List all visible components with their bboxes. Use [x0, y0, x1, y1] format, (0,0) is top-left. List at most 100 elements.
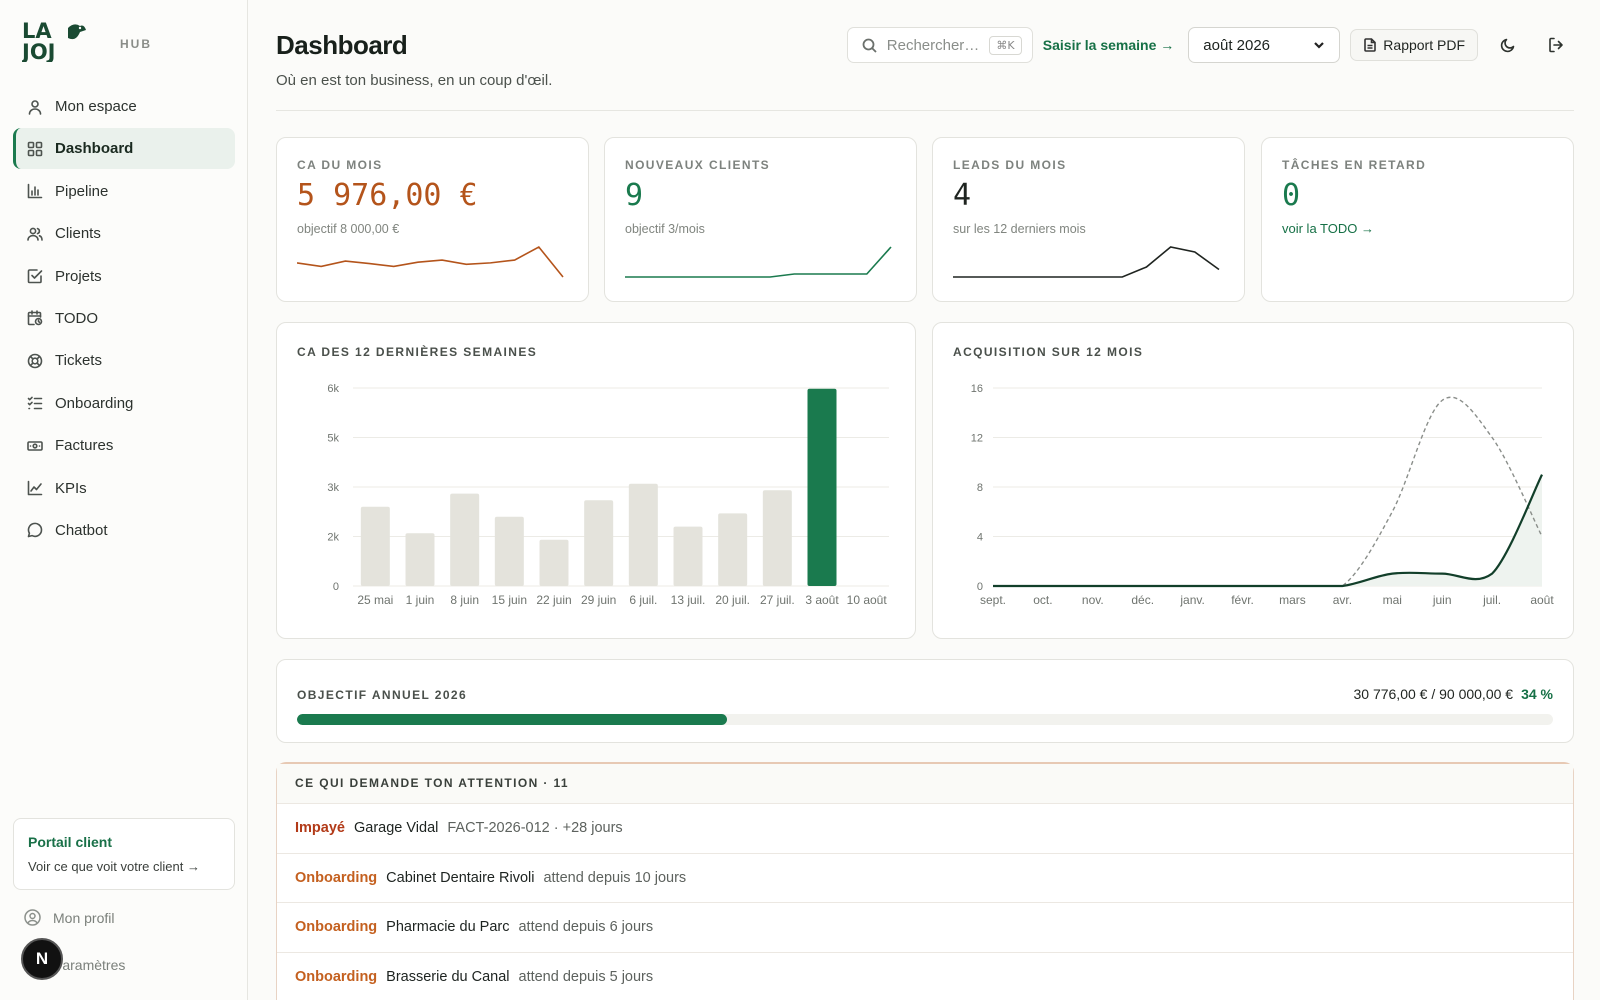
kpi-sparkline: [953, 246, 1220, 278]
bar[interactable]: [628, 483, 658, 586]
pdf-report-button[interactable]: Rapport PDF: [1350, 29, 1478, 61]
sidebar-item-label: Clients: [55, 225, 101, 243]
sidebar-item-clients[interactable]: Clients: [13, 213, 235, 254]
y-tick-label: 0: [333, 581, 339, 593]
sidebar-item-label: Onboarding: [55, 394, 134, 412]
header-actions: Rechercher… ⌘K Saisir la semaine → août …: [846, 27, 1574, 63]
series-line-solid: [993, 474, 1543, 588]
attention-row[interactable]: Onboarding Pharmacie du Parc attend depu…: [277, 903, 1573, 953]
logout-icon: [1549, 37, 1563, 53]
attention-row[interactable]: Onboarding Brasserie du Canal attend dep…: [277, 953, 1573, 1000]
bar[interactable]: [450, 493, 480, 586]
attention-row[interactable]: Onboarding Cabinet Dentaire Rivoli atten…: [277, 854, 1573, 903]
page-title: Dashboard: [276, 30, 408, 60]
file-icon: [1364, 38, 1377, 52]
goal-amount: 30 776,00 € / 90 000,00 €: [1353, 686, 1514, 702]
x-tick-label: 8 juin: [450, 593, 479, 607]
sidebar-item-dashboard[interactable]: Dashboard: [13, 128, 235, 170]
bar[interactable]: [807, 388, 837, 586]
kpi-card-leads[interactable]: LEADS DU MOIS 4 sur les 12 derniers mois: [932, 137, 1245, 302]
kpi-sub: objectif 3/mois: [625, 222, 705, 236]
acquisition-line-chart: 0 4 8 12 16 sept. oct. nov. déc. janv. févr. mars av…: [971, 383, 1555, 607]
attention-meta: attend depuis 5 jours: [518, 968, 654, 985]
y-tick-label: 0: [977, 581, 983, 593]
sidebar-item-chatbot[interactable]: Chatbot: [13, 510, 235, 551]
x-tick-label: juil.: [1482, 593, 1501, 607]
theme-toggle[interactable]: [1490, 27, 1526, 63]
calendar-clock-icon: [27, 310, 43, 326]
sidebar-item-factures[interactable]: Factures: [13, 425, 235, 466]
attention-name: Garage Vidal: [353, 820, 439, 837]
client-portal-card[interactable]: Portail client Voir ce que voit votre cl…: [13, 818, 235, 890]
sidebar-item-projets[interactable]: Projets: [13, 256, 235, 297]
kpi-card-clients[interactable]: NOUVEAUX CLIENTS 9 objectif 3/mois: [604, 137, 917, 302]
brand-logo[interactable]: LA JOJ HUB: [20, 19, 152, 64]
portal-link[interactable]: Voir ce que voit votre client →: [28, 859, 200, 874]
kpi-value: 5 976,00 €: [297, 178, 478, 213]
bar[interactable]: [494, 516, 524, 586]
x-tick-label: avr.: [1333, 593, 1352, 607]
profile-link[interactable]: Mon profil: [24, 909, 114, 926]
bar[interactable]: [360, 506, 390, 586]
x-tick-label: août: [1530, 593, 1554, 607]
sidebar-item-kpis[interactable]: KPIs: [13, 468, 235, 509]
header-divider: [276, 110, 1574, 111]
list-checks-icon: [27, 396, 43, 410]
bar[interactable]: [718, 513, 748, 586]
kpi-value: 9: [625, 178, 644, 213]
attention-meta: attend depuis 10 jours: [543, 869, 687, 886]
month-select[interactable]: août 2026: [1188, 27, 1341, 63]
sidebar-item-tickets[interactable]: Tickets: [13, 340, 235, 381]
sidebar-item-onboarding[interactable]: Onboarding: [13, 383, 235, 424]
attention-meta: FACT-2026-012 · +28 jours: [447, 820, 623, 837]
sidebar-item-todo[interactable]: TODO: [13, 298, 235, 339]
sparkline-series: [297, 245, 564, 278]
bar[interactable]: [405, 533, 435, 586]
bar[interactable]: [673, 526, 703, 586]
search-icon: [862, 38, 877, 53]
sidebar-item-label: Chatbot: [55, 521, 108, 539]
search-input[interactable]: Rechercher… ⌘K: [846, 27, 1033, 63]
goal-percent: 34 %: [1521, 686, 1553, 702]
sidebar-item-mon-espace[interactable]: Mon espace: [13, 86, 235, 127]
svg-text:LA: LA: [22, 20, 52, 43]
chart-title: ACQUISITION SUR 12 MOIS: [953, 345, 1144, 359]
logout-button[interactable]: [1538, 27, 1574, 63]
y-tick-label: 12: [971, 433, 983, 445]
kpi-sparkline: [625, 246, 892, 278]
kpi-card-ca[interactable]: CA DU MOIS 5 976,00 € objectif 8 000,00 …: [276, 137, 589, 302]
annual-goal-card: OBJECTIF ANNUEL 2026 30 776,00 € / 90 00…: [276, 659, 1574, 743]
week-entry-link[interactable]: Saisir la semaine →: [1042, 37, 1175, 53]
bar[interactable]: [584, 500, 614, 586]
attention-meta: attend depuis 6 jours: [518, 919, 654, 936]
x-tick-label: 29 juin: [581, 593, 616, 607]
kpi-card-tasks[interactable]: TÂCHES EN RETARD 0 voir la TODO →: [1261, 137, 1574, 302]
portal-title: Portail client: [28, 834, 113, 850]
bar[interactable]: [762, 490, 792, 586]
kpi-sub: objectif 8 000,00 €: [297, 222, 400, 236]
moon-icon: [1500, 38, 1515, 53]
y-tick-label: 2k: [327, 532, 339, 544]
bar[interactable]: [539, 539, 569, 586]
sidebar-item-label: TODO: [55, 309, 99, 327]
sidebar-item-label: KPIs: [55, 479, 87, 497]
x-tick-label: 20 juil.: [715, 593, 750, 607]
brand-sub: HUB: [120, 37, 152, 51]
todo-link[interactable]: voir la TODO →: [1282, 221, 1374, 236]
sidebar-item-label: Dashboard: [55, 140, 134, 158]
banknote-icon: [27, 440, 43, 451]
sidebar-item-pipeline[interactable]: Pipeline: [13, 171, 235, 212]
x-tick-label: juin: [1432, 593, 1452, 607]
svg-text:JOJ: JOJ: [22, 40, 55, 62]
chart-title: CA DES 12 DERNIÈRES SEMAINES: [297, 345, 538, 359]
check-square-icon: [27, 269, 43, 284]
x-tick-label: 27 juil.: [760, 593, 795, 607]
line-chart-icon: [27, 480, 43, 496]
attention-name: Pharmacie du Parc: [386, 919, 510, 936]
x-tick-label: 10 août: [847, 593, 888, 607]
attention-name: Cabinet Dentaire Rivoli: [386, 869, 535, 886]
attention-tag: Onboarding: [295, 968, 378, 985]
attention-row[interactable]: Impayé Garage Vidal FACT-2026-012 · +28 …: [277, 804, 1573, 854]
bar-chart-icon: [27, 183, 43, 199]
dev-badge[interactable]: N: [21, 938, 63, 980]
